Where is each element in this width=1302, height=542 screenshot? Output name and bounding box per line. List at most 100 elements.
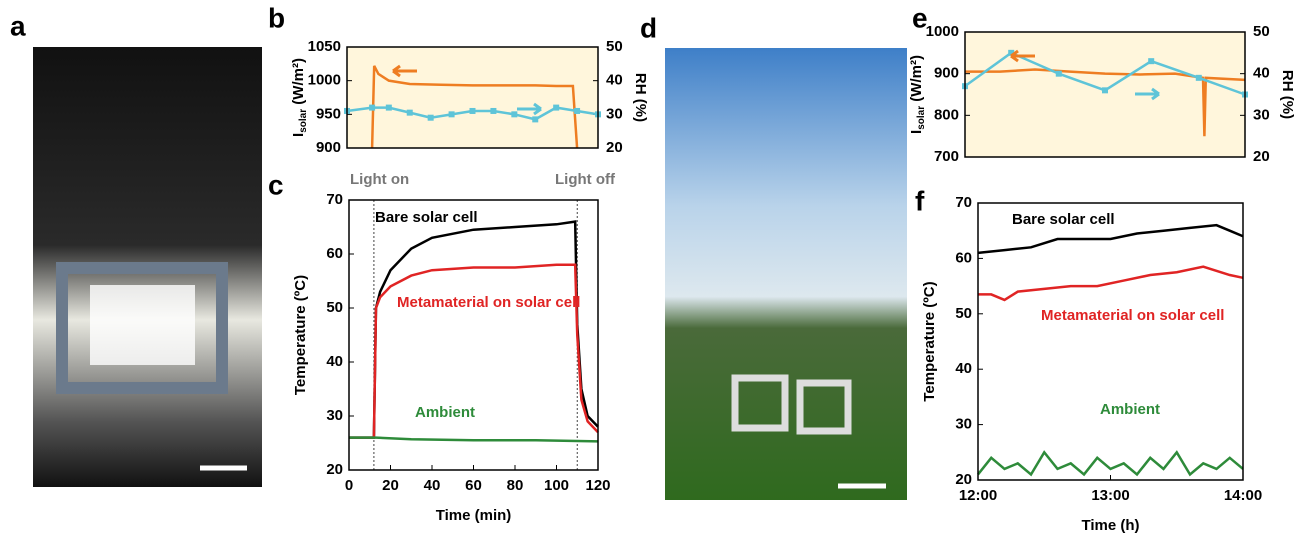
x-tick-label: 13:00 — [1091, 487, 1129, 504]
axis-label: Time (min) — [436, 507, 512, 524]
plot-frame — [964, 31, 1246, 158]
y-tick-label: 40 — [326, 353, 343, 370]
annotation: Bare solar cell — [1012, 211, 1115, 228]
data-point — [369, 104, 376, 111]
x-tick-label: 60 — [465, 477, 482, 494]
axis-label-sub: solar — [916, 106, 927, 130]
axis-label: Temperature (ºC) — [292, 275, 309, 395]
photo-light — [90, 285, 195, 365]
annotation: Metamaterial on solar cell — [1041, 307, 1224, 324]
data-line — [370, 65, 579, 149]
axis-label-part: I — [908, 130, 925, 134]
x-tick-label: 12:00 — [959, 487, 997, 504]
panel-label: c — [268, 169, 284, 200]
y-tick-label: 800 — [934, 106, 959, 123]
data-point — [532, 116, 539, 123]
axis-label: Isolar (W/m²) — [908, 55, 927, 134]
axis-label: Isolar (W/m²) — [290, 58, 309, 137]
y-tick-label: 950 — [316, 105, 341, 122]
annotation: Bare solar cell — [375, 209, 478, 226]
panel-label: b — [268, 2, 285, 33]
y2-tick-label: 40 — [606, 72, 623, 89]
photo-outdoor — [665, 48, 907, 500]
x-tick-label: 0 — [345, 477, 353, 494]
axis-label-sub: solar — [298, 109, 309, 133]
arrow — [1010, 49, 1035, 63]
data-point — [511, 111, 518, 118]
x-tick-label: 40 — [424, 477, 441, 494]
plot-frame — [346, 46, 599, 149]
data-line — [349, 263, 599, 439]
data-point — [448, 111, 455, 118]
x-tick-label: 14:00 — [1224, 487, 1262, 504]
data-point — [490, 107, 497, 114]
axis-label: RH (%) — [632, 73, 649, 122]
panel-label: a — [10, 10, 26, 41]
y-tick-label: 60 — [955, 249, 972, 266]
data-point — [1102, 87, 1108, 94]
y-tick-label: 50 — [955, 305, 972, 322]
annotation: Light on — [350, 171, 409, 188]
data-point — [385, 104, 392, 111]
y-tick-label: 70 — [326, 191, 343, 208]
axis-label: RH (%) — [1279, 70, 1296, 119]
data-line — [978, 265, 1244, 302]
annotation: Ambient — [1100, 401, 1160, 418]
y-tick-label: 40 — [955, 360, 972, 377]
panel-label: f — [915, 185, 925, 216]
plot-frame — [977, 202, 1244, 481]
photo-frame — [731, 374, 789, 432]
y-tick-label: 1000 — [308, 72, 341, 89]
y-tick-label: 50 — [326, 299, 343, 316]
y-tick-label: 20 — [955, 471, 972, 488]
panel-label: d — [640, 12, 657, 43]
data-line — [965, 68, 1246, 137]
data-point — [406, 109, 413, 116]
y2-tick-label: 30 — [1253, 106, 1270, 123]
y2-tick-label: 20 — [1253, 148, 1270, 165]
arrow — [1135, 87, 1160, 101]
y-tick-label: 60 — [326, 245, 343, 262]
y2-tick-label: 30 — [606, 105, 623, 122]
data-point — [427, 114, 434, 121]
data-point — [1055, 70, 1062, 77]
y-tick-label: 70 — [955, 194, 972, 211]
annotation: Light off — [555, 171, 616, 188]
x-tick-label: 20 — [382, 477, 399, 494]
data-point — [1195, 74, 1202, 81]
photo-frame — [56, 262, 228, 394]
axis-label-part: (W/m²) — [290, 58, 307, 109]
arrow — [517, 102, 542, 116]
plot-frame — [348, 199, 599, 471]
axis-label: Temperature (ºC) — [921, 281, 938, 401]
panel-label: e — [912, 2, 928, 33]
y-tick-label: 1050 — [308, 38, 341, 55]
data-point — [1148, 58, 1155, 65]
data-point — [553, 104, 560, 111]
y-tick-label: 30 — [955, 416, 972, 433]
axis-label-part: (W/m²) — [908, 55, 925, 106]
plot-background — [347, 47, 598, 148]
data-point — [1008, 49, 1015, 56]
data-point — [574, 107, 581, 114]
y-tick-label: 700 — [934, 148, 959, 165]
data-line — [349, 436, 599, 443]
y-tick-label: 1000 — [926, 23, 959, 40]
y-tick-label: 30 — [326, 407, 343, 424]
x-tick-label: 80 — [507, 477, 524, 494]
annotation: Ambient — [415, 404, 475, 421]
data-line — [977, 450, 1244, 477]
y2-tick-label: 20 — [606, 139, 623, 156]
y-tick-label: 20 — [326, 461, 343, 478]
y-tick-label: 900 — [316, 139, 341, 156]
y2-tick-label: 50 — [1253, 23, 1270, 40]
photo-frame — [796, 379, 852, 435]
y2-tick-label: 50 — [606, 38, 623, 55]
data-line — [977, 223, 1244, 255]
arrow — [392, 64, 417, 78]
axis-label-part: I — [290, 133, 307, 137]
y-tick-label: 900 — [934, 65, 959, 82]
axis-label: Time (h) — [1081, 517, 1139, 534]
data-point — [469, 107, 476, 114]
